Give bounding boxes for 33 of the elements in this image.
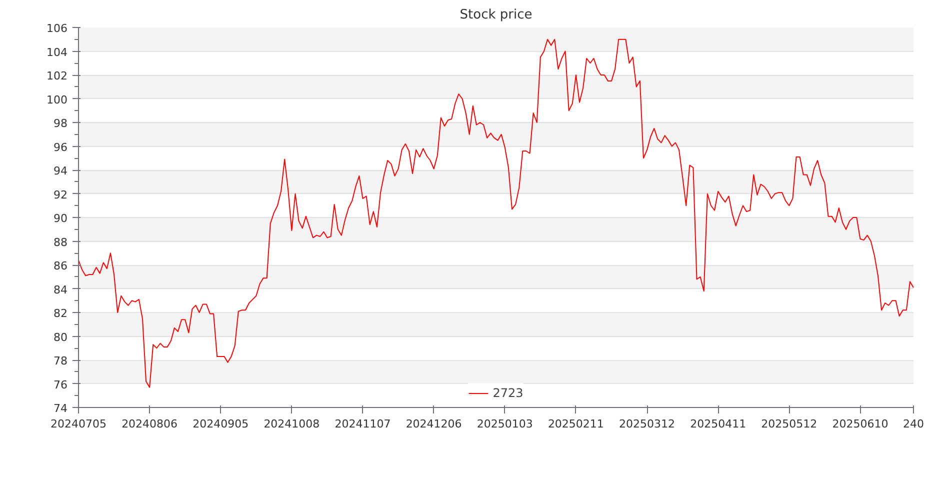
y-tick-label: 78 <box>54 354 68 368</box>
x-tick-label: 20240806 <box>122 418 178 430</box>
x-tick-label: 20250411 <box>690 418 746 430</box>
x-tick-label: 240 <box>903 418 924 430</box>
y-tick-label: 82 <box>54 307 68 320</box>
chart-title: Stock price <box>460 8 532 22</box>
y-tick-label: 92 <box>54 188 68 202</box>
y-tick-label: 96 <box>54 140 68 154</box>
y-tick-label: 104 <box>46 46 68 59</box>
x-tick-label: 20250610 <box>832 418 888 430</box>
y-tick-label: 94 <box>54 164 68 178</box>
x-tick-label: 20240905 <box>192 418 249 430</box>
y-tick-label: 90 <box>54 212 68 225</box>
line-series <box>78 38 914 388</box>
x-tick-label: 20241206 <box>406 418 462 430</box>
x-tick-label: 20250512 <box>761 418 818 430</box>
x-tick-label: 20250312 <box>619 418 676 430</box>
y-tick-label: 88 <box>54 236 68 249</box>
x-tick-label: 20240705 <box>50 418 107 430</box>
legend-label: 2723 <box>492 386 524 400</box>
x-tick-label: 20241107 <box>334 418 391 430</box>
y-tick-label: 100 <box>46 93 68 106</box>
y-tick-label: 86 <box>54 260 68 272</box>
y-tick-label: 98 <box>54 117 68 130</box>
y-tick-label: 74 <box>54 402 68 415</box>
x-tick-label: 20241008 <box>264 418 320 430</box>
x-tick-label: 20250103 <box>476 418 533 430</box>
y-tick-label: 106 <box>46 22 68 35</box>
y-tick-label: 102 <box>46 70 68 82</box>
y-tick-label: 80 <box>54 330 68 344</box>
x-tick-label: 20250211 <box>548 418 604 430</box>
y-tick-label: 76 <box>54 378 68 392</box>
y-tick-label: 84 <box>54 283 68 296</box>
